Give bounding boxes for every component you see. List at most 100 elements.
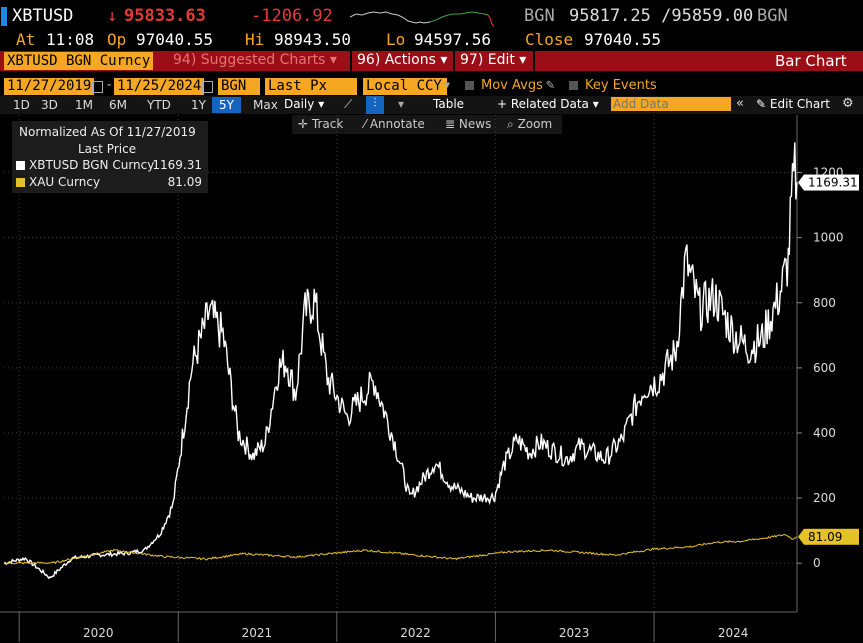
low-value: 94597.56 <box>414 30 492 49</box>
series-line <box>3 533 798 565</box>
mov-avgs-label[interactable]: Mov Avgs <box>481 78 543 93</box>
magnifier-icon: ⌕ <box>507 117 514 131</box>
legend-item-name: XAU Curncy <box>29 175 101 189</box>
suggested-charts-menu[interactable]: 94) Suggested Charts ▾ <box>173 52 337 68</box>
chart-settings-row: 11/27/2019 - 11/25/2024 BGN Last Px Loca… <box>0 77 863 96</box>
line-chart-icon[interactable]: ⟋ <box>344 97 353 111</box>
legend-item-name: XBTUSD BGN Curncy <box>29 158 155 172</box>
last-price: 95833.63 <box>124 6 206 26</box>
x-tick-label: 2024 <box>718 626 749 640</box>
y-tick-label: 400 <box>813 426 836 440</box>
security-field[interactable]: XBTUSD BGN Curncy <box>4 52 154 70</box>
menubar-divider-1 <box>350 51 352 71</box>
edit-chart-button[interactable]: ✎ Edit Chart <box>756 97 830 111</box>
bar-chart-icon[interactable]: ⫶ <box>366 96 384 114</box>
series-line <box>3 142 798 580</box>
open-label: Op <box>107 30 127 49</box>
x-axis: 2020 2021 2022 2023 2024 <box>0 611 797 642</box>
x-tick-label: 2022 <box>400 626 431 640</box>
bid-ask: 95817.25 /95859.00 <box>569 6 754 26</box>
last-value-box <box>804 528 859 545</box>
chart-legend[interactable]: Normalized As Of 11/27/2019 Last Price X… <box>12 121 208 193</box>
legend-item[interactable]: XBTUSD BGN Curncy 1169.31 <box>16 158 202 172</box>
period-tab-max[interactable]: Max <box>253 98 278 112</box>
period-tab-3d[interactable]: 3D <box>41 98 58 112</box>
suggested-charts-label: 94) Suggested Charts <box>173 52 326 68</box>
close-value: 97040.55 <box>584 30 662 49</box>
last-value-box <box>804 174 859 191</box>
news-tool[interactable]: ≣ News <box>445 117 491 131</box>
table-button[interactable]: Table <box>433 97 465 111</box>
net-change: -1206.92 <box>251 6 333 26</box>
key-events-label[interactable]: Key Events <box>585 78 657 93</box>
zoom-tool[interactable]: ⌕ Zoom <box>507 117 552 132</box>
pencil-icon[interactable]: ✎ <box>546 77 555 93</box>
frequency-label: Daily <box>284 97 315 111</box>
intraday-sparkline <box>350 11 495 28</box>
high-value: 98943.50 <box>274 30 352 49</box>
legend-swatch <box>16 178 25 187</box>
last-value-pointer <box>798 174 804 191</box>
at-label: At <box>16 30 36 49</box>
period-tab-5y[interactable]: 5Y <box>212 97 241 113</box>
period-toolbar: 1D 3D 1M 6M YTD 1Y 5Y Max Daily ▾ ⟋ ⫶ ▾ Table +… <box>0 96 863 114</box>
calendar-icon[interactable] <box>92 81 103 93</box>
legend-swatch <box>16 161 25 170</box>
chart-style-dropdown[interactable]: ▾ <box>398 97 405 111</box>
legend-title: Normalized As Of 11/27/2019 <box>19 125 196 139</box>
collapse-panel-icon[interactable]: « <box>736 96 744 111</box>
edit-menu[interactable]: 97) Edit ▾ <box>460 52 527 68</box>
currency-field[interactable]: Local CCY <box>363 78 447 95</box>
end-date-field[interactable]: 11/25/2024 <box>114 78 205 95</box>
menubar-divider-3 <box>533 51 535 71</box>
actions-label: 96) Actions <box>357 52 436 68</box>
edit-label: 97) Edit <box>460 52 515 68</box>
y-tick-label: 200 <box>813 491 836 505</box>
gear-icon[interactable]: ⚙ <box>842 96 854 111</box>
y-tick-label: 800 <box>813 296 836 310</box>
period-tab-ytd[interactable]: YTD <box>147 98 171 112</box>
legend-subtitle: Last Price <box>78 142 137 156</box>
low-label: Lo <box>386 30 406 49</box>
annotate-tool[interactable]: ⁄ Annotate <box>364 117 425 131</box>
mov-avgs-checkbox[interactable] <box>465 81 474 90</box>
news-label: News <box>458 117 492 131</box>
edit-chart-label: Edit Chart <box>769 97 830 111</box>
period-tab-1m[interactable]: 1M <box>75 98 93 112</box>
track-label: Track <box>311 117 344 131</box>
high-label: Hi <box>245 30 265 49</box>
down-arrow-icon: ↓ <box>107 6 118 26</box>
x-tick-label: 2020 <box>83 626 114 640</box>
ticker-symbol[interactable]: XBTUSD <box>12 6 74 26</box>
period-tab-1y[interactable]: 1Y <box>191 98 206 112</box>
annotate-label: Annotate <box>369 117 425 131</box>
frequency-dropdown[interactable]: Daily ▾ <box>284 97 325 111</box>
y-tick-label: 1000 <box>813 231 844 245</box>
add-data-input[interactable] <box>611 97 731 111</box>
last-value-label: 1169.31 <box>808 176 858 190</box>
chart-type-label: Bar Chart <box>775 52 847 70</box>
legend-item[interactable]: XAU Curncy 81.09 <box>16 175 202 189</box>
period-tab-6m[interactable]: 6M <box>109 98 127 112</box>
key-events-checkbox[interactable] <box>569 81 578 90</box>
track-tool[interactable]: ✛ Track <box>298 117 343 131</box>
start-date-field[interactable]: 11/27/2019 <box>4 78 95 95</box>
menubar-divider-2 <box>453 51 455 71</box>
legend-item-value: 1169.31 <box>152 158 202 172</box>
quote-source: BGN <box>524 6 555 26</box>
pricing-source-field[interactable]: BGN <box>218 78 260 95</box>
related-data-menu[interactable]: + Related Data ▾ <box>497 97 599 111</box>
calendar-icon[interactable] <box>202 81 213 93</box>
price-field[interactable]: Last Px <box>265 78 357 95</box>
last-value-labels: 1169.31 81.09 <box>798 174 859 545</box>
series-lines <box>3 142 798 580</box>
chevron-down-icon[interactable]: ▾ <box>443 77 452 93</box>
crosshair-icon: ✛ <box>298 117 309 131</box>
actions-menu[interactable]: 96) Actions ▾ <box>357 52 448 68</box>
chart-tools: ✛ Track ⁄ Annotate ≣ News ⌕ Zoom <box>292 115 562 134</box>
date-separator: - <box>105 77 114 93</box>
period-tab-1d[interactable]: 1D <box>13 98 30 112</box>
last-value-label: 81.09 <box>808 530 842 544</box>
ohlc-row: At 11:08 Op 97040.55 Hi 98943.50 Lo 9459… <box>0 30 863 50</box>
